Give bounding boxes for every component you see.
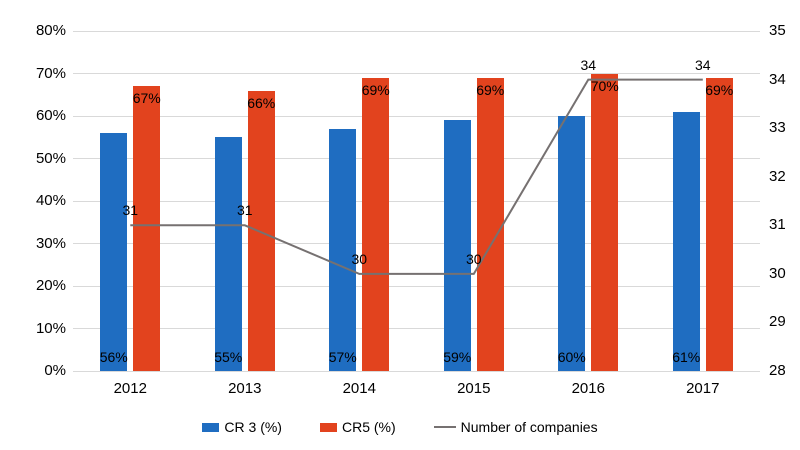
line-label-2017: 34 [694,56,711,73]
left-axis-tick-40: 40% [35,192,66,209]
left-axis-tick-50: 50% [35,149,66,167]
bar-label-cr5-2017: 69% [705,81,734,98]
category-label-2015: 2015 [457,380,491,397]
line-label-2015: 30 [465,250,482,267]
bar-cr3-2017 [672,111,700,371]
gridline-20 [73,285,760,287]
line-label-2016: 34 [580,56,597,73]
right-axis-tick-30: 30 [769,264,786,282]
legend-swatch-cr5 [319,422,337,432]
left-axis-tick-20: 20% [35,277,66,294]
bar-cr5-2015 [476,77,504,371]
legend-item-number-of-companies: Number of companies [433,419,598,435]
legend-label-cr5: CR5 (%) [341,419,396,435]
category-label-2014: 2014 [342,380,376,397]
bar-label-cr5-2015: 69% [476,81,505,98]
bar-cr5-2013 [247,90,275,371]
line-label-2014: 30 [351,250,368,267]
left-axis-tick-80: 80% [35,22,66,39]
left-axis-tick-60: 60% [35,107,66,124]
bar-label-cr5-2012: 67% [132,90,161,107]
legend-swatch-line [433,426,456,428]
right-axis-tick-29: 29 [769,313,786,331]
right-axis-tick-32: 32 [769,167,786,185]
bar-label-cr3-2016: 60% [557,349,586,365]
category-label-2013: 2013 [228,380,262,397]
gridline-40 [73,200,760,202]
bar-label-cr5-2014: 69% [361,81,390,98]
line-label-2012: 31 [122,202,139,219]
bar-cr3-2015 [443,120,471,371]
bar-label-cr5-2016: 70% [590,77,619,94]
right-axis-tick-28: 28 [769,362,786,379]
bar-cr5-2016 [591,73,619,371]
left-axis-tick-70: 70% [35,64,66,82]
category-label-2017: 2017 [686,380,720,397]
bar-label-cr3-2015: 59% [443,349,472,365]
category-label-2016: 2016 [571,380,605,397]
legend-label-cr3: CR 3 (%) [224,419,282,435]
left-axis-tick-0: 0% [44,362,66,379]
bar-cr3-2013 [214,137,242,371]
gridline-70 [73,73,760,74]
right-axis-tick-31: 31 [769,216,786,234]
bar-cr5-2012 [133,86,161,371]
gridline-50 [73,158,760,159]
bar-cr5-2014 [362,77,390,371]
bar-cr5-2017 [705,77,733,371]
legend-label-number-of-companies: Number of companies [460,419,598,435]
line-label-2013: 31 [236,202,253,219]
legend: CR 3 (%) CR5 (%) Number of companies [0,419,800,435]
gridline-10 [73,328,760,329]
right-axis-tick-33: 33 [769,119,786,137]
right-axis-tick-34: 34 [769,70,786,88]
bar-cr3-2012 [100,133,128,371]
gridline-0 [73,370,760,372]
left-axis-tick-10: 10% [35,319,66,337]
bar-cr3-2016 [558,116,586,371]
legend-swatch-cr3 [202,422,220,432]
gridline-30 [73,243,760,244]
gridline-60 [73,115,760,117]
legend-item-cr5: CR5 (%) [319,419,396,435]
bar-label-cr3-2017: 61% [672,349,701,365]
left-axis-tick-30: 30% [35,234,66,252]
gridline-80 [73,30,760,32]
legend-item-cr3: CR 3 (%) [202,419,282,435]
category-label-2012: 2012 [113,380,147,397]
right-axis-tick-35: 35 [769,22,786,39]
bar-label-cr5-2013: 66% [247,94,276,111]
bar-label-cr3-2014: 57% [328,349,357,365]
bar-label-cr3-2012: 56% [99,349,128,365]
bar-label-cr3-2013: 55% [214,349,243,365]
